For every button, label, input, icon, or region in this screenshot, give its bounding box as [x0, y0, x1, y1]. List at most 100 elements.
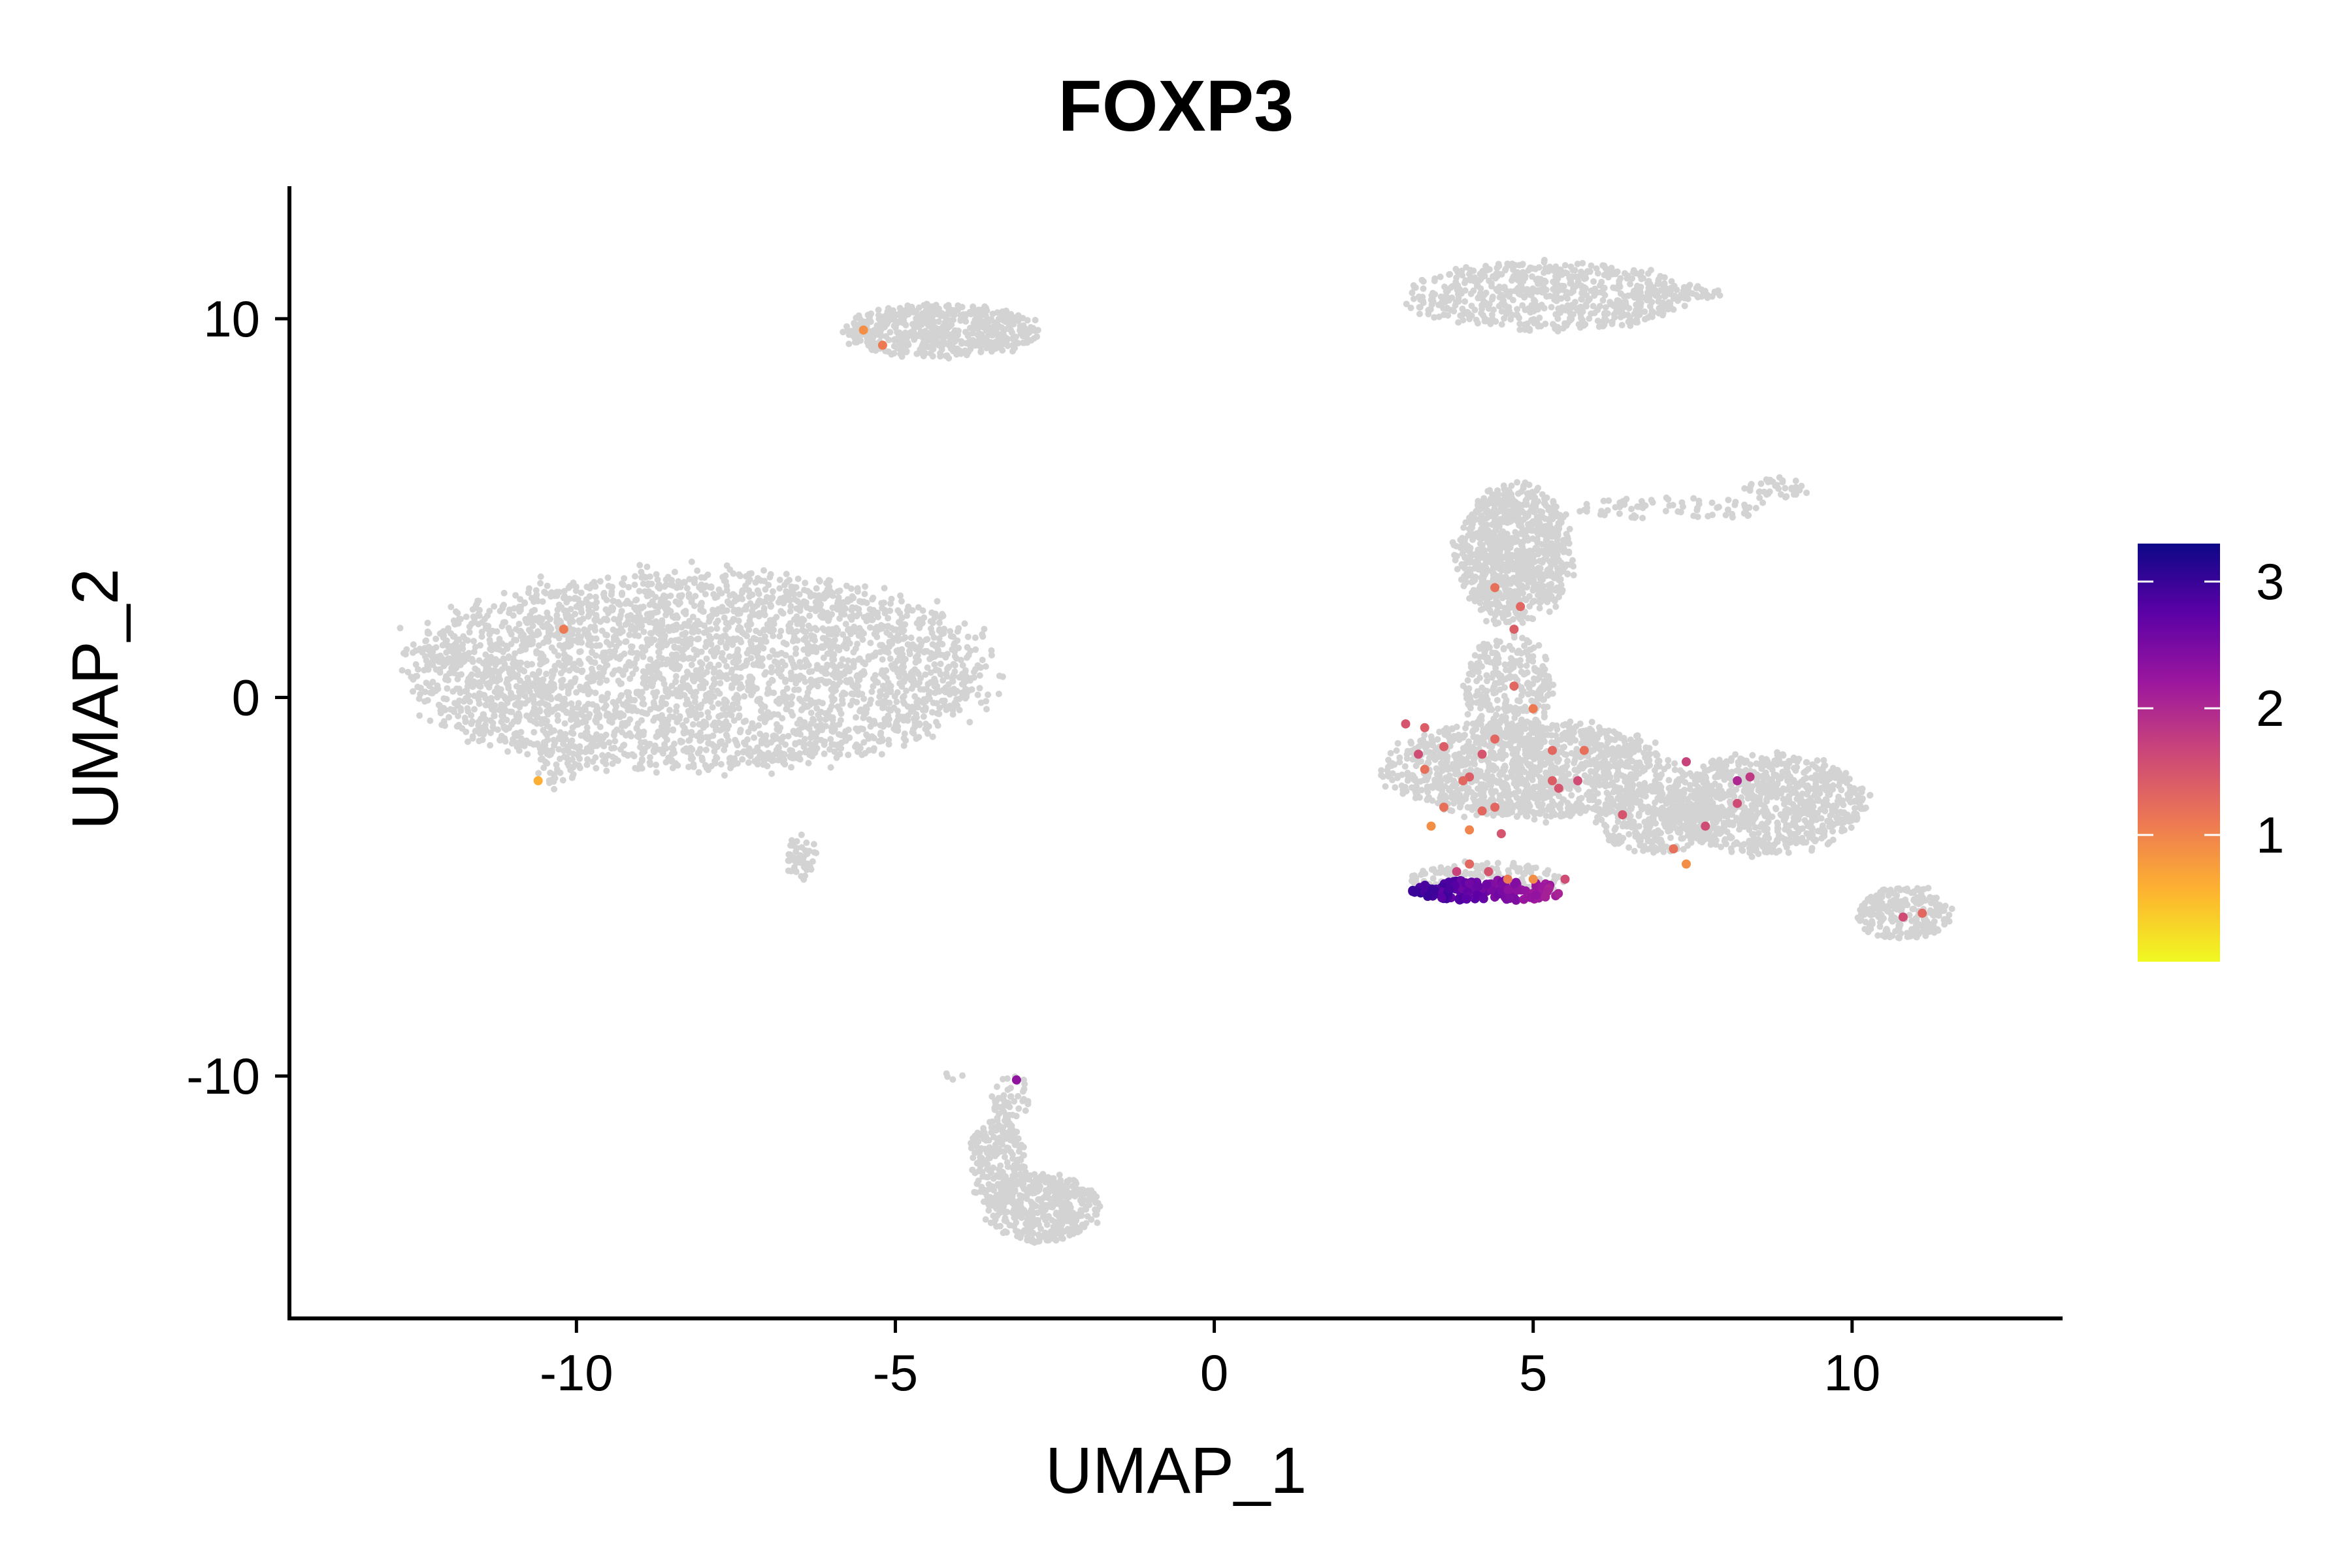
background-cell-point	[657, 636, 664, 644]
background-cell-point	[855, 610, 862, 617]
background-cell-point	[567, 606, 574, 613]
background-cell-point	[1618, 321, 1625, 329]
background-cell-point	[636, 693, 644, 699]
background-cell-point	[741, 606, 748, 613]
background-cell-point	[606, 739, 613, 746]
background-cell-point	[970, 303, 977, 310]
background-cell-point	[694, 628, 702, 635]
background-cell-point	[829, 728, 836, 735]
background-cell-point	[751, 748, 758, 755]
background-cell-point	[662, 606, 670, 613]
background-cell-point	[904, 342, 911, 349]
background-cell-point	[757, 730, 764, 738]
background-cell-point	[474, 671, 482, 678]
background-cell-point	[1471, 306, 1478, 314]
background-cell-point	[951, 662, 958, 669]
background-cell-point	[484, 625, 491, 632]
background-cell-point	[531, 681, 538, 688]
background-cell-point	[988, 647, 995, 654]
background-cell-point	[623, 698, 630, 706]
background-cell-point	[689, 613, 696, 621]
background-cell-point	[519, 642, 525, 649]
background-cell-point	[854, 588, 861, 595]
background-cell-point	[653, 571, 660, 578]
background-cell-point	[950, 306, 956, 314]
background-cell-point	[708, 684, 715, 691]
background-cell-point	[911, 722, 919, 729]
background-cell-point	[879, 722, 887, 729]
background-cell-point	[714, 687, 721, 694]
background-cell-point	[713, 625, 721, 632]
background-cell-point	[860, 598, 868, 606]
background-cell-point	[585, 613, 592, 620]
background-cell-point	[642, 670, 649, 678]
background-cell-point	[885, 721, 892, 728]
background-cell-point	[1550, 278, 1557, 286]
background-cell-point	[792, 740, 799, 747]
background-cell-point	[886, 317, 892, 324]
background-cell-point	[951, 648, 958, 655]
background-cell-point	[632, 604, 640, 611]
background-cell-point	[487, 742, 494, 749]
background-cell-point	[702, 679, 710, 687]
background-cell-point	[732, 736, 739, 743]
background-cell-point	[657, 730, 664, 737]
background-cell-point	[695, 620, 702, 627]
background-cell-point	[1431, 314, 1438, 321]
background-cell-point	[759, 702, 766, 709]
background-cell-point	[572, 583, 580, 591]
background-cell-point	[760, 605, 768, 612]
background-cell-point	[1431, 291, 1439, 298]
background-cell-point	[1519, 261, 1526, 268]
background-cell-point	[561, 593, 568, 600]
background-cell-point	[847, 702, 854, 709]
background-cell-point	[1681, 302, 1688, 310]
background-cell-point	[655, 705, 662, 712]
background-cell-point	[862, 704, 870, 711]
background-cell-point	[1522, 306, 1529, 314]
background-cell-point	[768, 739, 775, 746]
background-cell-point	[792, 673, 800, 680]
background-cell-point	[1552, 263, 1560, 270]
background-cell-point	[902, 634, 909, 641]
background-cell-point	[482, 716, 489, 723]
background-cell-point	[466, 623, 473, 630]
background-cell-point	[712, 727, 719, 734]
background-cell-point	[668, 682, 676, 689]
background-cell-point	[742, 741, 749, 748]
background-cell-point	[915, 704, 921, 711]
background-cell-point	[698, 574, 705, 581]
background-cell-point	[1578, 307, 1586, 314]
background-cell-point	[1524, 291, 1531, 298]
background-cell-point	[515, 747, 523, 754]
background-cell-point	[845, 640, 853, 647]
background-cell-point	[465, 692, 472, 699]
background-cell-point	[794, 720, 801, 727]
background-cell-point	[549, 668, 556, 676]
background-cell-point	[675, 578, 682, 585]
background-cell-point	[519, 667, 527, 674]
background-cell-point	[603, 677, 610, 684]
background-cell-point	[806, 847, 813, 855]
background-cell-point	[710, 732, 717, 740]
background-cell-point	[422, 638, 429, 645]
background-cell-point	[1618, 312, 1625, 319]
background-cell-point	[961, 693, 968, 700]
background-cell-point	[932, 308, 939, 315]
background-cell-point	[688, 558, 695, 565]
background-cell-point	[537, 749, 544, 757]
background-cell-point	[850, 612, 857, 619]
background-cell-point	[685, 737, 693, 744]
background-cell-point	[715, 661, 722, 668]
background-cell-point	[482, 694, 489, 702]
background-cell-point	[535, 670, 542, 677]
background-cell-point	[826, 649, 834, 656]
background-cell-point	[486, 636, 493, 644]
background-cell-point	[650, 689, 657, 696]
background-cell-point	[1588, 262, 1595, 269]
background-cell-point	[866, 747, 872, 754]
background-cell-point	[747, 638, 754, 645]
background-cell-point	[491, 712, 498, 719]
background-cell-point	[795, 686, 802, 693]
